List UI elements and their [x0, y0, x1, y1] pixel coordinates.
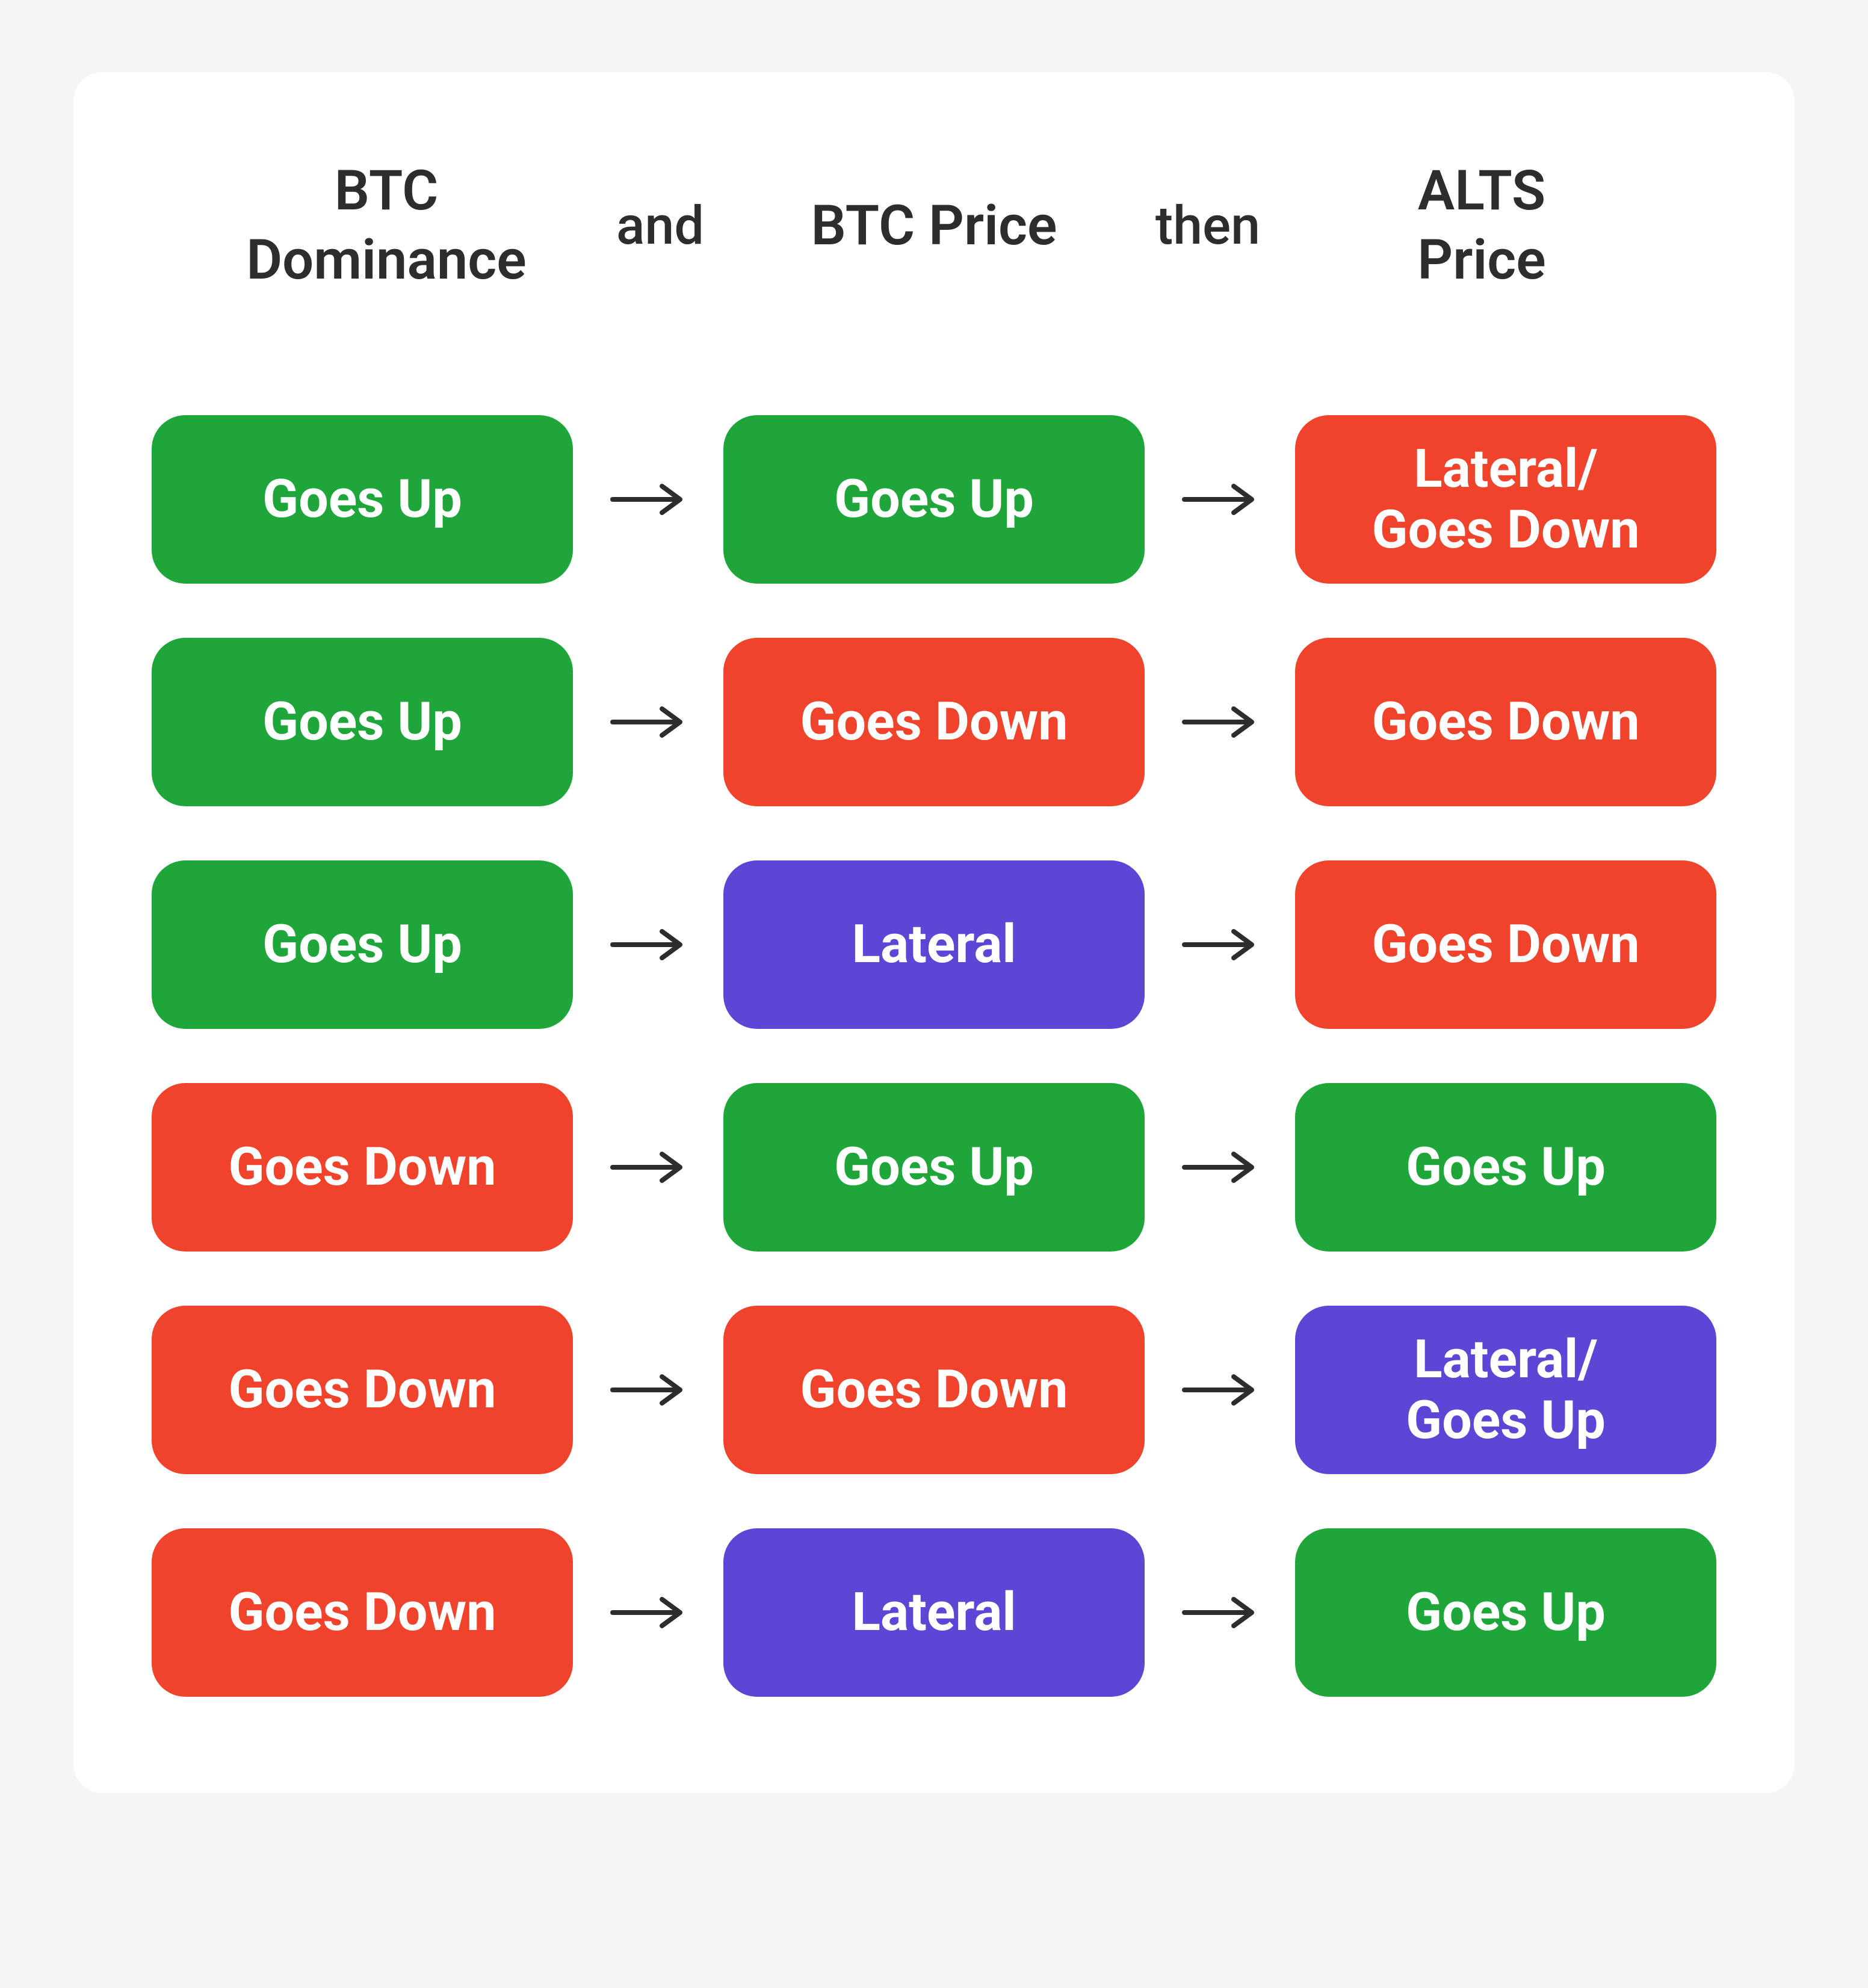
chip-alts-price: Lateral/Goes Down: [1295, 415, 1716, 584]
chip-btc-dominance: Goes Down: [152, 1083, 573, 1252]
arrow-right-icon: [1166, 1372, 1274, 1408]
table-row: Goes Up Goes Down Goes Down: [152, 638, 1716, 806]
chip-btc-price: Goes Up: [723, 1083, 1145, 1252]
header-row: BTCDominance and BTC Price then ALTSPric…: [152, 156, 1716, 295]
chip-btc-dominance: Goes Up: [152, 860, 573, 1029]
chip-alts-price: Goes Up: [1295, 1528, 1716, 1697]
header-connector-and: and: [606, 195, 714, 257]
chip-btc-dominance: Goes Down: [152, 1306, 573, 1474]
chip-btc-dominance: Goes Up: [152, 415, 573, 584]
chip-btc-dominance: Goes Down: [152, 1528, 573, 1697]
chip-alts-price: Lateral/Goes Up: [1295, 1306, 1716, 1474]
header-btc-price: BTC Price: [723, 191, 1145, 261]
chip-btc-dominance: Goes Up: [152, 638, 573, 806]
arrow-right-icon: [594, 1594, 702, 1631]
arrow-right-icon: [594, 1372, 702, 1408]
arrow-right-icon: [1166, 1594, 1274, 1631]
chip-btc-price: Lateral: [723, 860, 1145, 1029]
arrow-right-icon: [1166, 704, 1274, 740]
chip-btc-price: Goes Up: [723, 415, 1145, 584]
arrow-right-icon: [594, 704, 702, 740]
arrow-right-icon: [594, 1149, 702, 1185]
chip-alts-price: Goes Down: [1295, 638, 1716, 806]
chip-btc-price: Goes Down: [723, 638, 1145, 806]
chip-alts-price: Goes Up: [1295, 1083, 1716, 1252]
header-alts-price: ALTSPrice: [1271, 156, 1692, 295]
chip-btc-price: Goes Down: [723, 1306, 1145, 1474]
arrow-right-icon: [594, 927, 702, 963]
table-row: Goes Up Goes Up Lateral/Goes Down: [152, 415, 1716, 584]
dominance-matrix-card: BTCDominance and BTC Price then ALTSPric…: [73, 72, 1795, 1793]
arrow-right-icon: [1166, 481, 1274, 517]
arrow-right-icon: [1166, 1149, 1274, 1185]
table-row: Goes Down Goes Up Goes Up: [152, 1083, 1716, 1252]
table-row: Goes Down Goes Down Lateral/Goes Up: [152, 1306, 1716, 1474]
header-btc-dominance: BTCDominance: [176, 156, 597, 295]
header-connector-then: then: [1154, 195, 1262, 257]
chip-alts-price: Goes Down: [1295, 860, 1716, 1029]
arrow-right-icon: [1166, 927, 1274, 963]
arrow-right-icon: [594, 481, 702, 517]
rows-container: Goes UpGoes UpLateral/Goes DownGoes UpGo…: [152, 415, 1716, 1697]
table-row: Goes Up Lateral Goes Down: [152, 860, 1716, 1029]
table-row: Goes Down Lateral Goes Up: [152, 1528, 1716, 1697]
chip-btc-price: Lateral: [723, 1528, 1145, 1697]
